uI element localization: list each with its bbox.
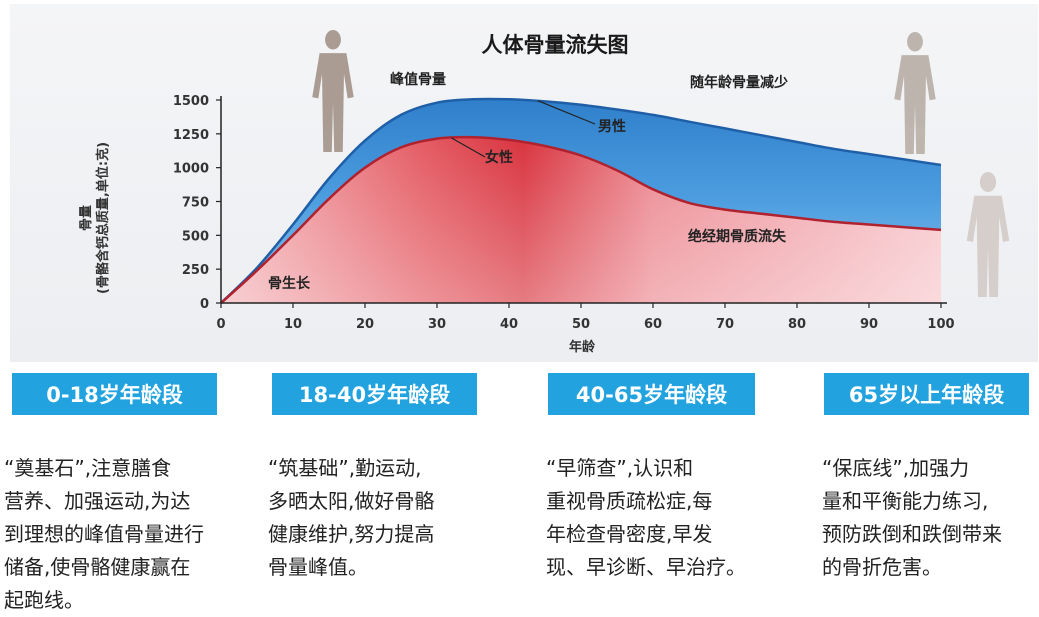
chart-svg: 0 10 20 30 40 50 60 70 80 90 100025050075010001250… [10, 4, 1038, 362]
y-tick-label: 1250 [173, 128, 209, 143]
y-axis-sublabel: (骨骼含钙总质量,单位:克) [95, 142, 111, 294]
y-axis-label: 骨量 [79, 205, 94, 231]
x-tick-label: 70 [716, 317, 734, 332]
x-tick-label: 20 [356, 317, 374, 332]
bone-mass-chart: 0 10 20 30 40 50 60 70 80 90 100 0 250 500 750 1000 1250… [10, 4, 1038, 362]
y-tick-label: 1000 [173, 162, 209, 177]
stage-desc-65-plus: “保底线”,加强力 量和平衡能力练习, 预防跌倒和跌倒带来 的骨折危害。 [822, 456, 1002, 579]
annotation-decline-with-age: 随年龄骨量减少 [690, 74, 788, 91]
male-pointer-line [537, 100, 596, 125]
x-tick-label: 100 [927, 317, 954, 332]
human-silhouette-icon [894, 31, 936, 154]
x-tick-label: 10 [284, 317, 302, 332]
male-series-line [220, 97, 942, 304]
annotation-peak-bone-mass: 峰值骨量 [390, 71, 446, 88]
chart-title: 人体骨量流失图 [482, 33, 629, 57]
y-tick-label: 1500 [173, 94, 209, 109]
y-tick-label: 0 [200, 297, 209, 312]
x-tick-label: 90 [860, 317, 878, 332]
stage-title-65-plus: 65岁以上年龄段 [824, 373, 1029, 415]
x-tick-label: 30 [428, 317, 446, 332]
annotation-female: 女性 [485, 149, 513, 166]
stage-desc-18-40: “筑基础”,勤运动, 多晒太阳,做好骨骼 健康维护,努力提高 骨量峰值。 [268, 456, 435, 579]
human-silhouette-icon [312, 29, 354, 152]
x-axis-label: 年龄 [569, 339, 596, 355]
x-tick-label: 0 [216, 317, 225, 332]
stage-title-18-40: 18-40岁年龄段 [272, 373, 477, 415]
x-tick-label: 60 [644, 317, 662, 332]
human-silhouette-icon [966, 172, 1010, 297]
female-pointer-line [451, 137, 486, 158]
stage-desc-40-65: “早筛查”,认识和 重视骨质疏松症,每 年检查骨密度,早发 现、早诊断、早治疗。 [546, 456, 746, 579]
stage-desc-0-18: “奠基石”,注意膳食 营养、加强运动,为达 到理想的峰值骨量进行 储备,使骨骼健… [4, 456, 204, 612]
annotation-bone-growth: 骨生长 [268, 275, 311, 292]
stage-title-0-18: 0-18岁年龄段 [12, 373, 217, 415]
y-tick-label: 750 [182, 196, 209, 211]
female-series-line [220, 135, 942, 304]
annotation-male: 男性 [598, 118, 626, 135]
x-tick-label: 80 [788, 317, 806, 332]
stage-title-40-65: 40-65岁年龄段 [548, 373, 755, 415]
x-tick-label: 50 [572, 317, 590, 332]
x-tick-label: 40 [500, 317, 518, 332]
annotation-menopause-loss: 绝经期骨质流失 [688, 228, 787, 245]
female-area-fade [221, 137, 941, 303]
y-tick-label: 250 [182, 263, 209, 278]
y-tick-label: 500 [182, 229, 209, 244]
